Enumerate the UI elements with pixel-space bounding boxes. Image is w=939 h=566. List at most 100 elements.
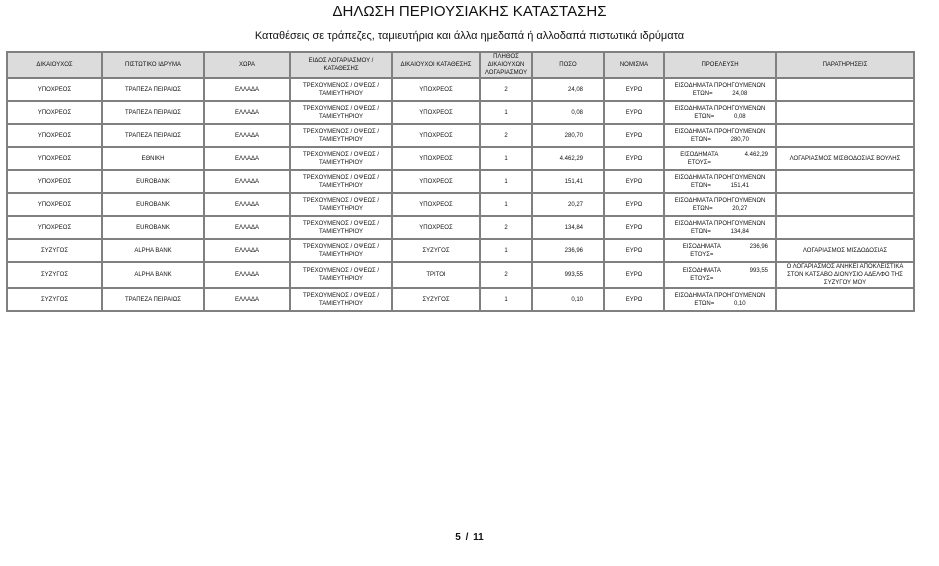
cell-beneficiary: ΥΠΟΧΡΕΟΣ: [6, 100, 103, 125]
origin-amount: 151,41: [730, 182, 749, 189]
cell-holders: ΥΠΟΧΡΕΟΣ: [391, 77, 481, 102]
cell-institution: ΕΘΝΙΚΗ: [101, 146, 205, 171]
cell-currency: ΕΥΡΩ: [603, 169, 665, 194]
cell-holders-count: 1: [479, 169, 533, 194]
cell-institution: ΤΡΑΠΕΖΑ ΠΕΙΡΑΙΩΣ: [101, 123, 205, 148]
table-row: ΥΠΟΧΡΕΟΣ ΤΡΑΠΕΖΑ ΠΕΙΡΑΙΩΣ ΕΛΛΑΔΑ ΤΡΕΧΟΥΜΕΝΟ…: [6, 77, 915, 102]
column-header-institution: ΠΙΣΤΩΤΙΚΟ ΙΔΡΥΜΑ: [101, 51, 205, 79]
cell-notes: [775, 215, 915, 240]
cell-amount: 280,70: [531, 123, 605, 148]
section-subtitle: Καταθέσεις σε τράπεζες, ταμιευτήρια και …: [254, 30, 685, 42]
cell-amount: 151,41: [531, 169, 605, 194]
cell-holders: ΣΥΖΥΓΟΣ: [391, 287, 481, 312]
cell-account-type: ΤΡΕΧΟΥΜΕΝΟΣ / ΟΨΕΩΣ / ΤΑΜΙΕΥΤΗΡΙΟΥ: [289, 100, 393, 125]
origin-amount: 993,55: [749, 268, 768, 274]
cell-beneficiary: ΥΠΟΧΡΕΟΣ: [6, 146, 103, 171]
cell-beneficiary: ΥΠΟΧΡΕΟΣ: [6, 77, 103, 102]
cell-currency: ΕΥΡΩ: [603, 287, 665, 312]
column-header-holders: ΔΙΚΑΙΟΥΧΟΙ ΚΑΤΑΘΕΣΗΣ: [391, 51, 481, 79]
cell-currency: ΕΥΡΩ: [603, 100, 665, 125]
cell-notes: [775, 123, 915, 148]
cell-currency: ΕΥΡΩ: [603, 238, 665, 263]
cell-account-type: ΤΡΕΧΟΥΜΕΝΟΣ / ΟΨΕΩΣ / ΤΑΜΙΕΥΤΗΡΙΟΥ: [289, 261, 393, 289]
cell-notes: ΛΟΓΑΡΙΑΣΜΟΣ ΜΙΣΘΟΔΟΣΙΑΣ ΒΟΥΛΗΣ: [775, 146, 915, 171]
cell-holders: ΥΠΟΧΡΕΟΣ: [391, 169, 481, 194]
cell-institution: ALPHA BANK: [101, 238, 205, 263]
cell-notes: ΛΟΓΑΡΙΑΣΜΟΣ ΜΙΣΔΟΔΟΣΙΑΣ: [775, 238, 915, 263]
table-row: ΣΥΖΥΓΟΣ ALPHA BANK ΕΛΛΑΔΑ ΤΡΕΧΟΥΜΕΝΟΣ / ΟΨΕ…: [6, 238, 915, 263]
table-row: ΥΠΟΧΡΕΟΣ ΤΡΑΠΕΖΑ ΠΕΙΡΑΙΩΣ ΕΛΛΑΔΑ ΤΡΕΧΟΥΜΕΝΟ…: [6, 123, 915, 148]
column-header-country: ΧΩΡΑ: [203, 51, 291, 79]
cell-account-type: ΤΡΕΧΟΥΜΕΝΟΣ / ΟΨΕΩΣ / ΤΑΜΙΕΥΤΗΡΙΟΥ: [289, 123, 393, 148]
cell-account-type: ΤΡΕΧΟΥΜΕΝΟΣ / ΟΨΕΩΣ / ΤΑΜΙΕΥΤΗΡΙΟΥ: [289, 215, 393, 240]
cell-holders-count: 2: [479, 215, 533, 240]
cell-currency: ΕΥΡΩ: [603, 261, 665, 289]
cell-account-type: ΤΡΕΧΟΥΜΕΝΟΣ / ΟΨΕΩΣ / ΤΑΜΙΕΥΤΗΡΙΟΥ: [289, 238, 393, 263]
cell-holders: ΥΠΟΧΡΕΟΣ: [391, 146, 481, 171]
origin-label: ΕΙΣΟΔΗΜΑΤΑ ΠΡΟΗΓΟΥΜΕΝΩΝ ΕΤΩΝ=: [674, 82, 766, 97]
origin-amount: 0,10: [733, 300, 746, 307]
cell-holders: ΥΠΟΧΡΕΟΣ: [391, 192, 481, 217]
cell-amount: 20,27: [531, 192, 605, 217]
origin-label: ΕΙΣΟΔΗΜΑΤΑ ΠΡΟΗΓΟΥΜΕΝΩΝ ΕΤΩΝ=: [674, 292, 766, 307]
origin-label: ΕΙΣΟΔΗΜΑΤΑ ΕΤΟΥΣ=: [682, 268, 721, 282]
origin-amount: 20,27: [732, 205, 748, 212]
cell-holders-count: 1: [479, 100, 533, 125]
total-pages: 11: [473, 532, 484, 543]
cell-notes: [775, 287, 915, 312]
table-row: ΣΥΖΥΓΟΣ ALPHA BANK ΕΛΛΑΔΑ ΤΡΕΧΟΥΜΕΝΟΣ / ΟΨΕ…: [6, 261, 915, 289]
deposits-table: ΔΙΚΑΙΟΥΧΟΣ ΠΙΣΤΩΤΙΚΟ ΙΔΡΥΜΑ ΧΩΡΑ ΕΙΔΟΣ ΛΟΓΑ…: [6, 51, 915, 312]
cell-country: ΕΛΛΑΔΑ: [203, 238, 291, 263]
origin-amount: 280,70: [730, 136, 749, 143]
cell-account-type: ΤΡΕΧΟΥΜΕΝΟΣ / ΟΨΕΩΣ / ΤΑΜΙΕΥΤΗΡΙΟΥ: [289, 146, 393, 171]
column-header-origin: ΠΡΟΕΛΕΥΣΗ: [663, 51, 777, 79]
cell-holders-count: 1: [479, 287, 533, 312]
column-header-holders-count: ΠΛΗΘΟΣ ΔΙΚΑΙΟΥΧΩΝ ΛΟΓΑΡΙΑΣΜΟΥ: [479, 51, 533, 79]
cell-amount: 993,55: [531, 261, 605, 289]
cell-beneficiary: ΥΠΟΧΡΕΟΣ: [6, 215, 103, 240]
origin-label: ΕΙΣΟΔΗΜΑΤΑ ΠΡΟΗΓΟΥΜΕΝΩΝ ΕΤΩΝ=: [674, 105, 766, 120]
cell-account-type: ΤΡΕΧΟΥΜΕΝΟΣ / ΟΨΕΩΣ / ΤΑΜΙΕΥΤΗΡΙΟΥ: [289, 169, 393, 194]
table-row: ΥΠΟΧΡΕΟΣ EUROBANK ΕΛΛΑΔΑ ΤΡΕΧΟΥΜΕΝΟΣ / ΟΨΕΩ…: [6, 215, 915, 240]
table-row: ΥΠΟΧΡΕΟΣ EUROBANK ΕΛΛΑΔΑ ΤΡΕΧΟΥΜΕΝΟΣ / ΟΨΕΩ…: [6, 192, 915, 217]
cell-amount: 24,08: [531, 77, 605, 102]
origin-amount: 24,08: [732, 90, 748, 97]
origin-amount: 0,08: [733, 113, 746, 120]
cell-institution: ΤΡΑΠΕΖΑ ΠΕΙΡΑΙΩΣ: [101, 77, 205, 102]
table-row: ΥΠΟΧΡΕΟΣ ΕΘΝΙΚΗ ΕΛΛΑΔΑ ΤΡΕΧΟΥΜΕΝΟΣ / ΟΨΕΩΣ …: [6, 146, 915, 171]
column-header-notes: ΠΑΡΑΤΗΡΗΣΕΙΣ: [775, 51, 915, 79]
origin-label: ΕΙΣΟΔΗΜΑΤΑ ΠΡΟΗΓΟΥΜΕΝΩΝ ΕΤΩΝ=: [674, 220, 766, 235]
cell-currency: ΕΥΡΩ: [603, 192, 665, 217]
cell-institution: EUROBANK: [101, 192, 205, 217]
cell-holders-count: 2: [479, 261, 533, 289]
cell-currency: ΕΥΡΩ: [603, 123, 665, 148]
cell-holders: ΣΥΖΥΓΟΣ: [391, 238, 481, 263]
origin-label: ΕΙΣΟΔΗΜΑΤΑ ΕΤΟΥΣ=: [680, 151, 719, 166]
cell-beneficiary: ΣΥΖΥΓΟΣ: [6, 287, 103, 312]
page-separator: /: [465, 532, 469, 543]
cell-amount: 0,08: [531, 100, 605, 125]
cell-origin: ΕΙΣΟΔΗΜΑΤΑ ΠΡΟΗΓΟΥΜΕΝΩΝ ΕΤΩΝ= 280,70: [663, 123, 777, 148]
origin-label: ΕΙΣΟΔΗΜΑΤΑ ΠΡΟΗΓΟΥΜΕΝΩΝ ΕΤΩΝ=: [674, 197, 766, 212]
origin-label: ΕΙΣΟΔΗΜΑΤΑ ΠΡΟΗΓΟΥΜΕΝΩΝ ΕΤΩΝ=: [674, 128, 766, 143]
origin-label: ΕΙΣΟΔΗΜΑΤΑ ΠΡΟΗΓΟΥΜΕΝΩΝ ΕΤΩΝ=: [674, 174, 766, 189]
cell-currency: ΕΥΡΩ: [603, 215, 665, 240]
cell-origin: ΕΙΣΟΔΗΜΑΤΑ ΠΡΟΗΓΟΥΜΕΝΩΝ ΕΤΩΝ= 20,27: [663, 192, 777, 217]
cell-holders-count: 1: [479, 238, 533, 263]
current-page: 5: [455, 532, 461, 543]
cell-beneficiary: ΥΠΟΧΡΕΟΣ: [6, 192, 103, 217]
cell-institution: EUROBANK: [101, 169, 205, 194]
cell-holders-count: 1: [479, 192, 533, 217]
cell-holders-count: 1: [479, 146, 533, 171]
cell-amount: 4.462,29: [531, 146, 605, 171]
cell-country: ΕΛΛΑΔΑ: [203, 215, 291, 240]
cell-beneficiary: ΥΠΟΧΡΕΟΣ: [6, 123, 103, 148]
cell-amount: 236,96: [531, 238, 605, 263]
table-row: ΣΥΖΥΓΟΣ ΤΡΑΠΕΖΑ ΠΕΙΡΑΙΩΣ ΕΛΛΑΔΑ ΤΡΕΧΟΥΜΕΝΟΣ…: [6, 287, 915, 312]
cell-country: ΕΛΛΑΔΑ: [203, 100, 291, 125]
cell-beneficiary: ΣΥΖΥΓΟΣ: [6, 261, 103, 289]
cell-currency: ΕΥΡΩ: [603, 77, 665, 102]
cell-country: ΕΛΛΑΔΑ: [203, 287, 291, 312]
cell-notes: [775, 100, 915, 125]
cell-country: ΕΛΛΑΔΑ: [203, 146, 291, 171]
